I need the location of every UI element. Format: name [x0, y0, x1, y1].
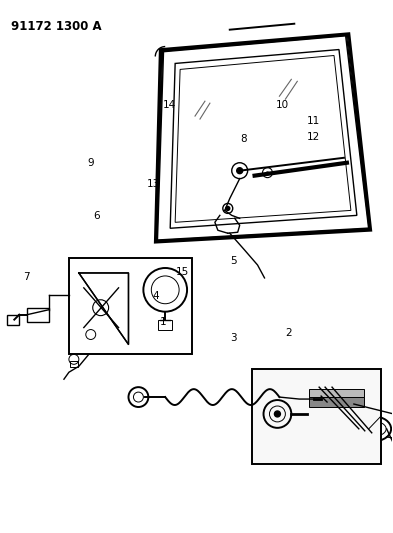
Text: 10: 10 — [276, 100, 289, 110]
Text: 14: 14 — [163, 100, 176, 110]
Bar — [70, 361, 78, 367]
Circle shape — [226, 206, 230, 211]
Text: 4: 4 — [152, 290, 159, 301]
Text: 7: 7 — [24, 272, 30, 282]
Text: 2: 2 — [285, 328, 292, 337]
Text: 5: 5 — [230, 256, 237, 266]
Text: 3: 3 — [230, 333, 237, 343]
Bar — [27, 308, 49, 321]
Circle shape — [237, 168, 242, 174]
Text: 12: 12 — [307, 132, 320, 142]
Bar — [7, 314, 19, 325]
Text: 9: 9 — [88, 158, 94, 168]
Text: 11: 11 — [307, 116, 320, 126]
Bar — [309, 389, 364, 397]
Bar — [252, 369, 381, 464]
Bar — [158, 320, 172, 329]
Bar — [69, 258, 192, 354]
Text: 8: 8 — [240, 134, 247, 144]
Bar — [309, 397, 364, 407]
Text: 1: 1 — [160, 317, 167, 327]
Text: 13: 13 — [147, 180, 160, 189]
Circle shape — [274, 411, 280, 417]
Text: 15: 15 — [176, 267, 189, 277]
Text: 6: 6 — [94, 211, 100, 221]
Text: 91172 1300 A: 91172 1300 A — [11, 20, 102, 33]
